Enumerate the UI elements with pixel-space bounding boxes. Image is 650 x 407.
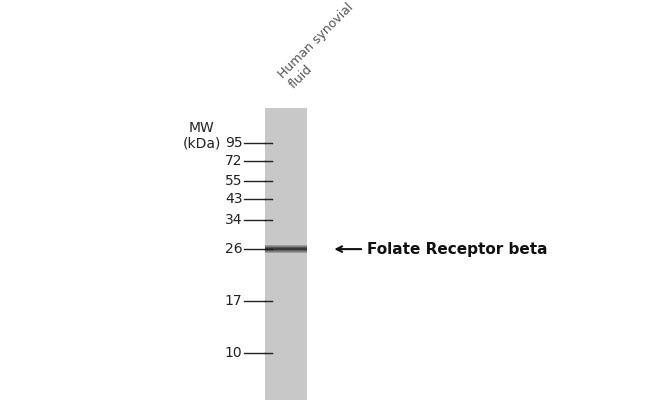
Text: 55: 55: [225, 174, 242, 188]
Text: Human synovial
fluid: Human synovial fluid: [276, 0, 367, 91]
Text: 43: 43: [225, 192, 242, 206]
Text: 17: 17: [225, 294, 242, 308]
Text: 34: 34: [225, 213, 242, 228]
Text: 10: 10: [225, 346, 242, 360]
Text: Folate Receptor beta: Folate Receptor beta: [367, 242, 548, 257]
FancyBboxPatch shape: [265, 107, 307, 400]
Text: 72: 72: [225, 154, 242, 168]
Text: MW
(kDa): MW (kDa): [182, 120, 221, 151]
Text: 95: 95: [225, 136, 242, 150]
Text: 26: 26: [225, 242, 242, 256]
